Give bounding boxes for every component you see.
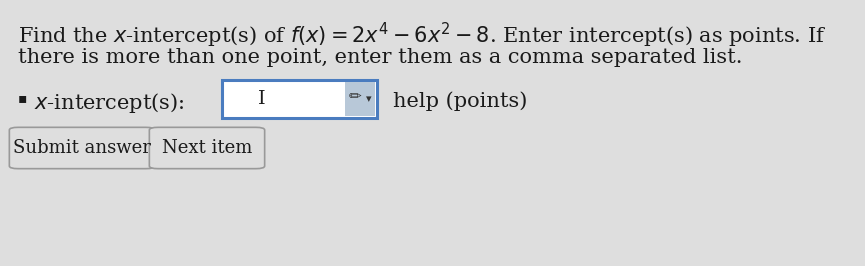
- FancyBboxPatch shape: [10, 127, 155, 169]
- FancyBboxPatch shape: [222, 80, 377, 118]
- Text: ▪: ▪: [18, 91, 28, 105]
- FancyBboxPatch shape: [150, 127, 265, 169]
- Text: Next item: Next item: [162, 139, 253, 157]
- FancyBboxPatch shape: [345, 82, 375, 116]
- Text: I: I: [258, 90, 266, 108]
- Text: help (points): help (points): [393, 91, 528, 111]
- Text: there is more than one point, enter them as a comma separated list.: there is more than one point, enter them…: [18, 48, 742, 67]
- Text: ✏: ✏: [349, 89, 362, 105]
- Text: Find the $x$-intercept(s) of $f(x) = 2x^4 - 6x^2 - 8$. Enter intercept(s) as poi: Find the $x$-intercept(s) of $f(x) = 2x^…: [18, 21, 826, 50]
- Text: ▾: ▾: [366, 94, 372, 104]
- Text: $x$-intercept(s):: $x$-intercept(s):: [34, 91, 184, 115]
- Text: Submit answer: Submit answer: [13, 139, 151, 157]
